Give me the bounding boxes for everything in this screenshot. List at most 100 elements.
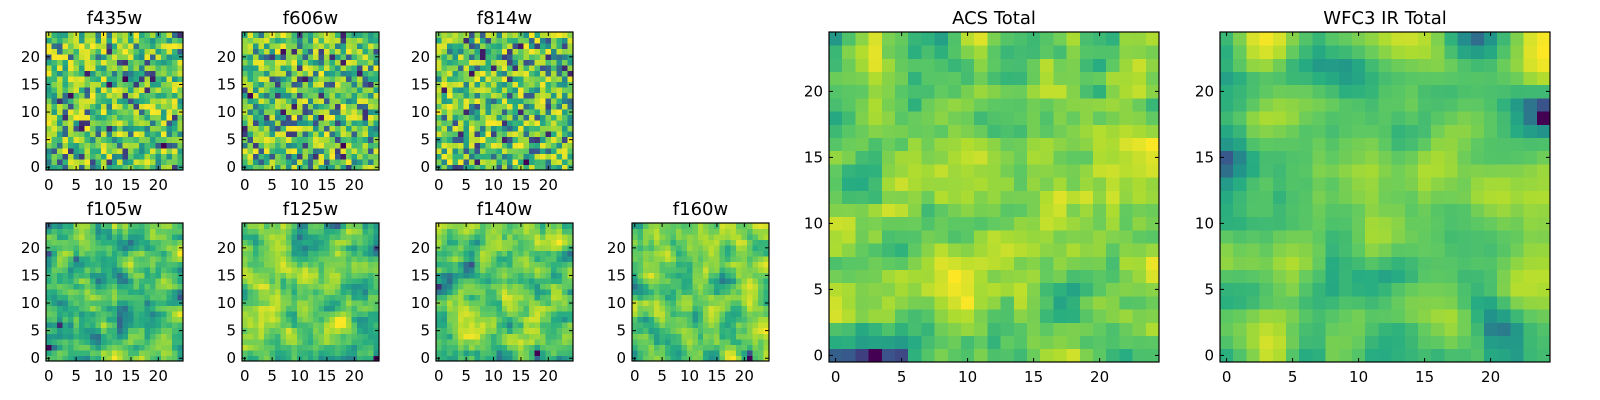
heatmap-cell bbox=[855, 309, 869, 323]
heatmap-cell bbox=[100, 120, 107, 127]
heatmap-cell bbox=[172, 234, 178, 240]
heatmap-cell bbox=[741, 234, 748, 240]
heatmap-cell bbox=[269, 147, 276, 154]
heatmap-cell bbox=[252, 65, 259, 71]
heatmap-cell bbox=[556, 65, 563, 71]
heatmap-cell bbox=[95, 125, 102, 132]
heatmap-cell bbox=[368, 109, 374, 116]
heatmap-cell bbox=[708, 349, 715, 356]
heatmap-cell bbox=[446, 147, 453, 154]
heatmap-cell bbox=[534, 158, 541, 165]
heatmap-cell bbox=[172, 283, 178, 290]
heatmap-cell bbox=[161, 158, 167, 165]
heatmap-cell bbox=[122, 267, 129, 274]
heatmap-cell bbox=[463, 70, 470, 77]
heatmap-cell bbox=[463, 92, 470, 99]
heatmap-cell bbox=[78, 349, 85, 356]
y-tick-label: 5 bbox=[30, 131, 40, 149]
heatmap-cell bbox=[881, 296, 896, 310]
heatmap-cell bbox=[758, 300, 764, 307]
heatmap-cell bbox=[501, 114, 508, 121]
heatmap-cell bbox=[95, 327, 102, 334]
heatmap-cell bbox=[172, 228, 178, 235]
heatmap-cell bbox=[150, 256, 156, 262]
heatmap-cell bbox=[653, 327, 660, 334]
heatmap-cell bbox=[329, 344, 336, 351]
heatmap-cell bbox=[697, 278, 704, 285]
heatmap-cell bbox=[95, 250, 102, 257]
heatmap-cell bbox=[659, 327, 666, 334]
heatmap-cell bbox=[653, 305, 660, 312]
heatmap-cell bbox=[551, 153, 557, 160]
heatmap-cell bbox=[479, 48, 486, 55]
heatmap-cell bbox=[637, 300, 644, 307]
heatmap-cell bbox=[106, 54, 113, 60]
heatmap-cell bbox=[84, 81, 91, 88]
heatmap-cell bbox=[1106, 322, 1120, 336]
heatmap-cell bbox=[452, 272, 459, 279]
heatmap-cell bbox=[829, 256, 843, 270]
heatmap-cell bbox=[117, 87, 124, 94]
heatmap-cell bbox=[133, 322, 140, 329]
heatmap-cell bbox=[166, 81, 173, 88]
heatmap-cell bbox=[1040, 216, 1054, 231]
heatmap-cell bbox=[518, 59, 525, 66]
heatmap-cell bbox=[307, 283, 314, 290]
heatmap-cell bbox=[340, 294, 347, 301]
heatmap-cell bbox=[106, 120, 113, 127]
heatmap-cell bbox=[106, 228, 113, 235]
heatmap-cell bbox=[703, 261, 710, 268]
heatmap-cell bbox=[523, 283, 530, 290]
heatmap-cell bbox=[133, 267, 140, 274]
heatmap-cell bbox=[540, 164, 546, 171]
heatmap-cell bbox=[263, 355, 270, 362]
heatmap-cell bbox=[357, 355, 363, 362]
heatmap-cell bbox=[468, 142, 475, 149]
heatmap-cell bbox=[161, 278, 167, 285]
heatmap-cell bbox=[697, 355, 704, 362]
heatmap-cell bbox=[95, 65, 102, 71]
panel-title: f160w bbox=[673, 199, 728, 220]
heatmap-cell bbox=[128, 114, 135, 121]
heatmap-cell bbox=[329, 261, 336, 268]
heatmap-cell bbox=[540, 43, 546, 49]
heatmap-cell bbox=[166, 131, 173, 138]
heatmap-cell bbox=[128, 333, 135, 340]
heatmap-cell bbox=[340, 349, 347, 356]
heatmap-cell bbox=[567, 239, 574, 246]
heatmap-cell bbox=[474, 54, 481, 60]
heatmap-cell bbox=[659, 344, 666, 351]
heatmap-cell bbox=[562, 327, 568, 334]
heatmap-cell bbox=[100, 48, 107, 55]
heatmap-cell bbox=[351, 316, 358, 323]
heatmap-cells bbox=[829, 32, 1160, 363]
heatmap-cell bbox=[463, 267, 470, 274]
heatmap-cell bbox=[335, 294, 341, 301]
heatmap-cell bbox=[166, 43, 173, 49]
heatmap-cell bbox=[150, 250, 156, 257]
heatmap-cell bbox=[166, 311, 173, 318]
heatmap-cell bbox=[111, 136, 118, 143]
heatmap-cell bbox=[144, 37, 151, 44]
heatmap-cell bbox=[496, 344, 503, 351]
heatmap-cell bbox=[89, 120, 96, 127]
heatmap-cell bbox=[46, 344, 52, 351]
heatmap-cell bbox=[340, 250, 347, 257]
heatmap-cell bbox=[324, 65, 331, 71]
heatmap-cell bbox=[725, 322, 731, 329]
heatmap-cell bbox=[436, 114, 442, 121]
heatmap-cell bbox=[95, 267, 102, 274]
heatmap-cell bbox=[291, 355, 298, 362]
heatmap-cell bbox=[296, 333, 303, 340]
heatmap-cell bbox=[351, 43, 358, 49]
heatmap-cell bbox=[296, 109, 303, 116]
heatmap-cell bbox=[302, 305, 309, 312]
heatmap-cell bbox=[474, 76, 481, 83]
heatmap-cell bbox=[172, 294, 178, 301]
heatmap-cell bbox=[523, 136, 530, 143]
heatmap-cell bbox=[302, 267, 309, 274]
heatmap-cell bbox=[485, 147, 492, 154]
heatmap-cell bbox=[46, 267, 52, 274]
heatmap-cell bbox=[296, 87, 303, 94]
heatmap-cell bbox=[1106, 348, 1120, 363]
